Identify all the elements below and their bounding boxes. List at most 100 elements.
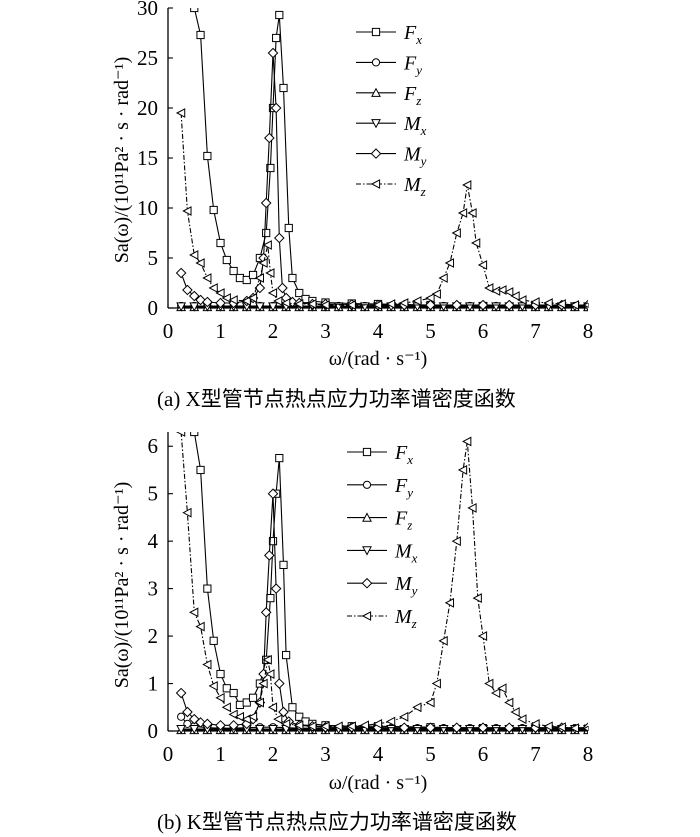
- series-fx: [190, 8, 588, 312]
- series-my-line: [180, 493, 588, 729]
- series-mz-point: [208, 680, 218, 691]
- series-mz-point: [582, 302, 588, 308]
- legend-label-mz: Mz: [394, 606, 417, 631]
- series-my: [175, 488, 588, 733]
- series-mz-point: [543, 721, 553, 732]
- series-mz-point: [195, 258, 205, 268]
- series-my-point: [477, 299, 489, 311]
- series-mz-point: [307, 299, 317, 309]
- series-my-point: [264, 132, 275, 144]
- series-mz-point: [359, 720, 369, 731]
- series-mz-point: [247, 711, 258, 722]
- series-mz-point: [438, 273, 448, 283]
- x-tick-label: 2: [268, 742, 279, 766]
- legend-marker-mz: [370, 179, 381, 189]
- x-tick-label: 1: [215, 742, 226, 766]
- series-mz-point: [451, 536, 461, 547]
- series-mz-point: [208, 283, 218, 293]
- y-tick-label: 3: [148, 577, 159, 601]
- series-mz-point: [477, 631, 488, 642]
- series-fx-point: [216, 238, 225, 248]
- series-mz-point: [504, 697, 514, 708]
- series-mz-point: [462, 180, 472, 190]
- panel-a-chart: 0 1 2 3 4 5 6 7 8 0 5 10 15 20 25 30 ω/(rad · s⁻¹) Sa(ω)/…: [111, 0, 593, 370]
- series-mz-point: [189, 607, 199, 618]
- series-fx: [190, 432, 588, 733]
- series-mz-point: [457, 208, 468, 218]
- series-mz-point: [294, 720, 304, 731]
- x-tick-label: 4: [373, 319, 384, 343]
- series-mz-point: [431, 678, 441, 689]
- series-mz-point: [412, 702, 422, 713]
- series-mz: [175, 432, 588, 734]
- legend-marker-my: [361, 577, 373, 589]
- series-fx-point: [279, 560, 288, 569]
- legend-marker-fx: [362, 447, 372, 457]
- series-fx-point: [209, 205, 218, 215]
- series-fx-point: [284, 223, 293, 233]
- series-my-point: [260, 197, 272, 209]
- y-tick-label: 4: [148, 529, 159, 553]
- x-tick-label: 7: [530, 742, 541, 766]
- series-mz-point: [234, 711, 245, 722]
- series-fx-point: [266, 163, 275, 173]
- series-fx-point: [242, 698, 251, 707]
- y-tick-label: 2: [148, 624, 159, 648]
- series-my-point: [195, 717, 206, 728]
- series-fx-point: [242, 275, 251, 285]
- series-mz-point: [273, 296, 283, 306]
- x-tick-label: 3: [320, 742, 331, 766]
- panel-b-caption: (b) K型管节点热点应力功率谱密度函数: [157, 810, 517, 834]
- series-mz-point: [385, 716, 396, 727]
- series-fx-point: [222, 684, 231, 693]
- legend-marker-mz: [361, 611, 372, 621]
- x-tick-label: 5: [425, 742, 436, 766]
- series-mz-point: [346, 300, 356, 310]
- series-mz-point: [346, 721, 356, 732]
- series-mz-point: [517, 714, 527, 725]
- series-mz-point: [273, 714, 283, 725]
- series-my-point: [202, 718, 213, 730]
- series-mz-point: [510, 291, 520, 301]
- series-fx-point: [282, 650, 291, 660]
- series-mz-point: [438, 635, 448, 646]
- series-mz-point: [510, 707, 520, 717]
- series-my-point: [425, 722, 436, 733]
- series-my-point: [182, 284, 193, 296]
- series-my-line: [180, 52, 588, 306]
- series-mz-point: [543, 298, 553, 308]
- series-mz-point: [228, 295, 238, 305]
- series-mz-point: [497, 683, 507, 694]
- series-mz-point: [556, 299, 566, 309]
- y-tick-label: 25: [137, 46, 158, 70]
- series-mz-point: [569, 300, 579, 310]
- y-tick-label: 0: [148, 296, 159, 320]
- series-my-point: [503, 722, 515, 733]
- series-mz-point: [258, 678, 268, 689]
- y-axis-label: Sa(ω)/(10¹¹Pa² · s · rad⁻¹): [111, 57, 133, 264]
- series-fx-point: [229, 688, 238, 698]
- x-tick-label: 1: [215, 319, 226, 343]
- series-mz-point: [262, 240, 272, 250]
- x-tick-label: 0: [163, 319, 174, 343]
- y-axis-label: Sa(ω)/(10¹¹Pa² · s · rad⁻¹): [111, 482, 133, 689]
- legend-label-mz: Mz: [403, 174, 426, 199]
- series-fx-point: [196, 30, 205, 40]
- series-mz-point: [320, 300, 330, 310]
- series-my-point: [260, 607, 272, 618]
- series-mz-point: [399, 711, 409, 722]
- series-fx-point: [190, 8, 199, 13]
- series-mz-point: [202, 273, 212, 283]
- series-fz: [176, 724, 588, 735]
- series-mz-point: [254, 273, 264, 283]
- legend-label-fy: Fy: [403, 52, 422, 77]
- series-fx-point: [295, 288, 304, 298]
- series-mz-point: [241, 714, 251, 725]
- series-mx-point: [176, 302, 187, 312]
- series-fx-point: [209, 636, 218, 645]
- series-fx-point: [190, 432, 199, 437]
- series-mz-point: [444, 597, 455, 608]
- legend-label-my: My: [403, 144, 427, 169]
- series-fx-point: [268, 537, 278, 546]
